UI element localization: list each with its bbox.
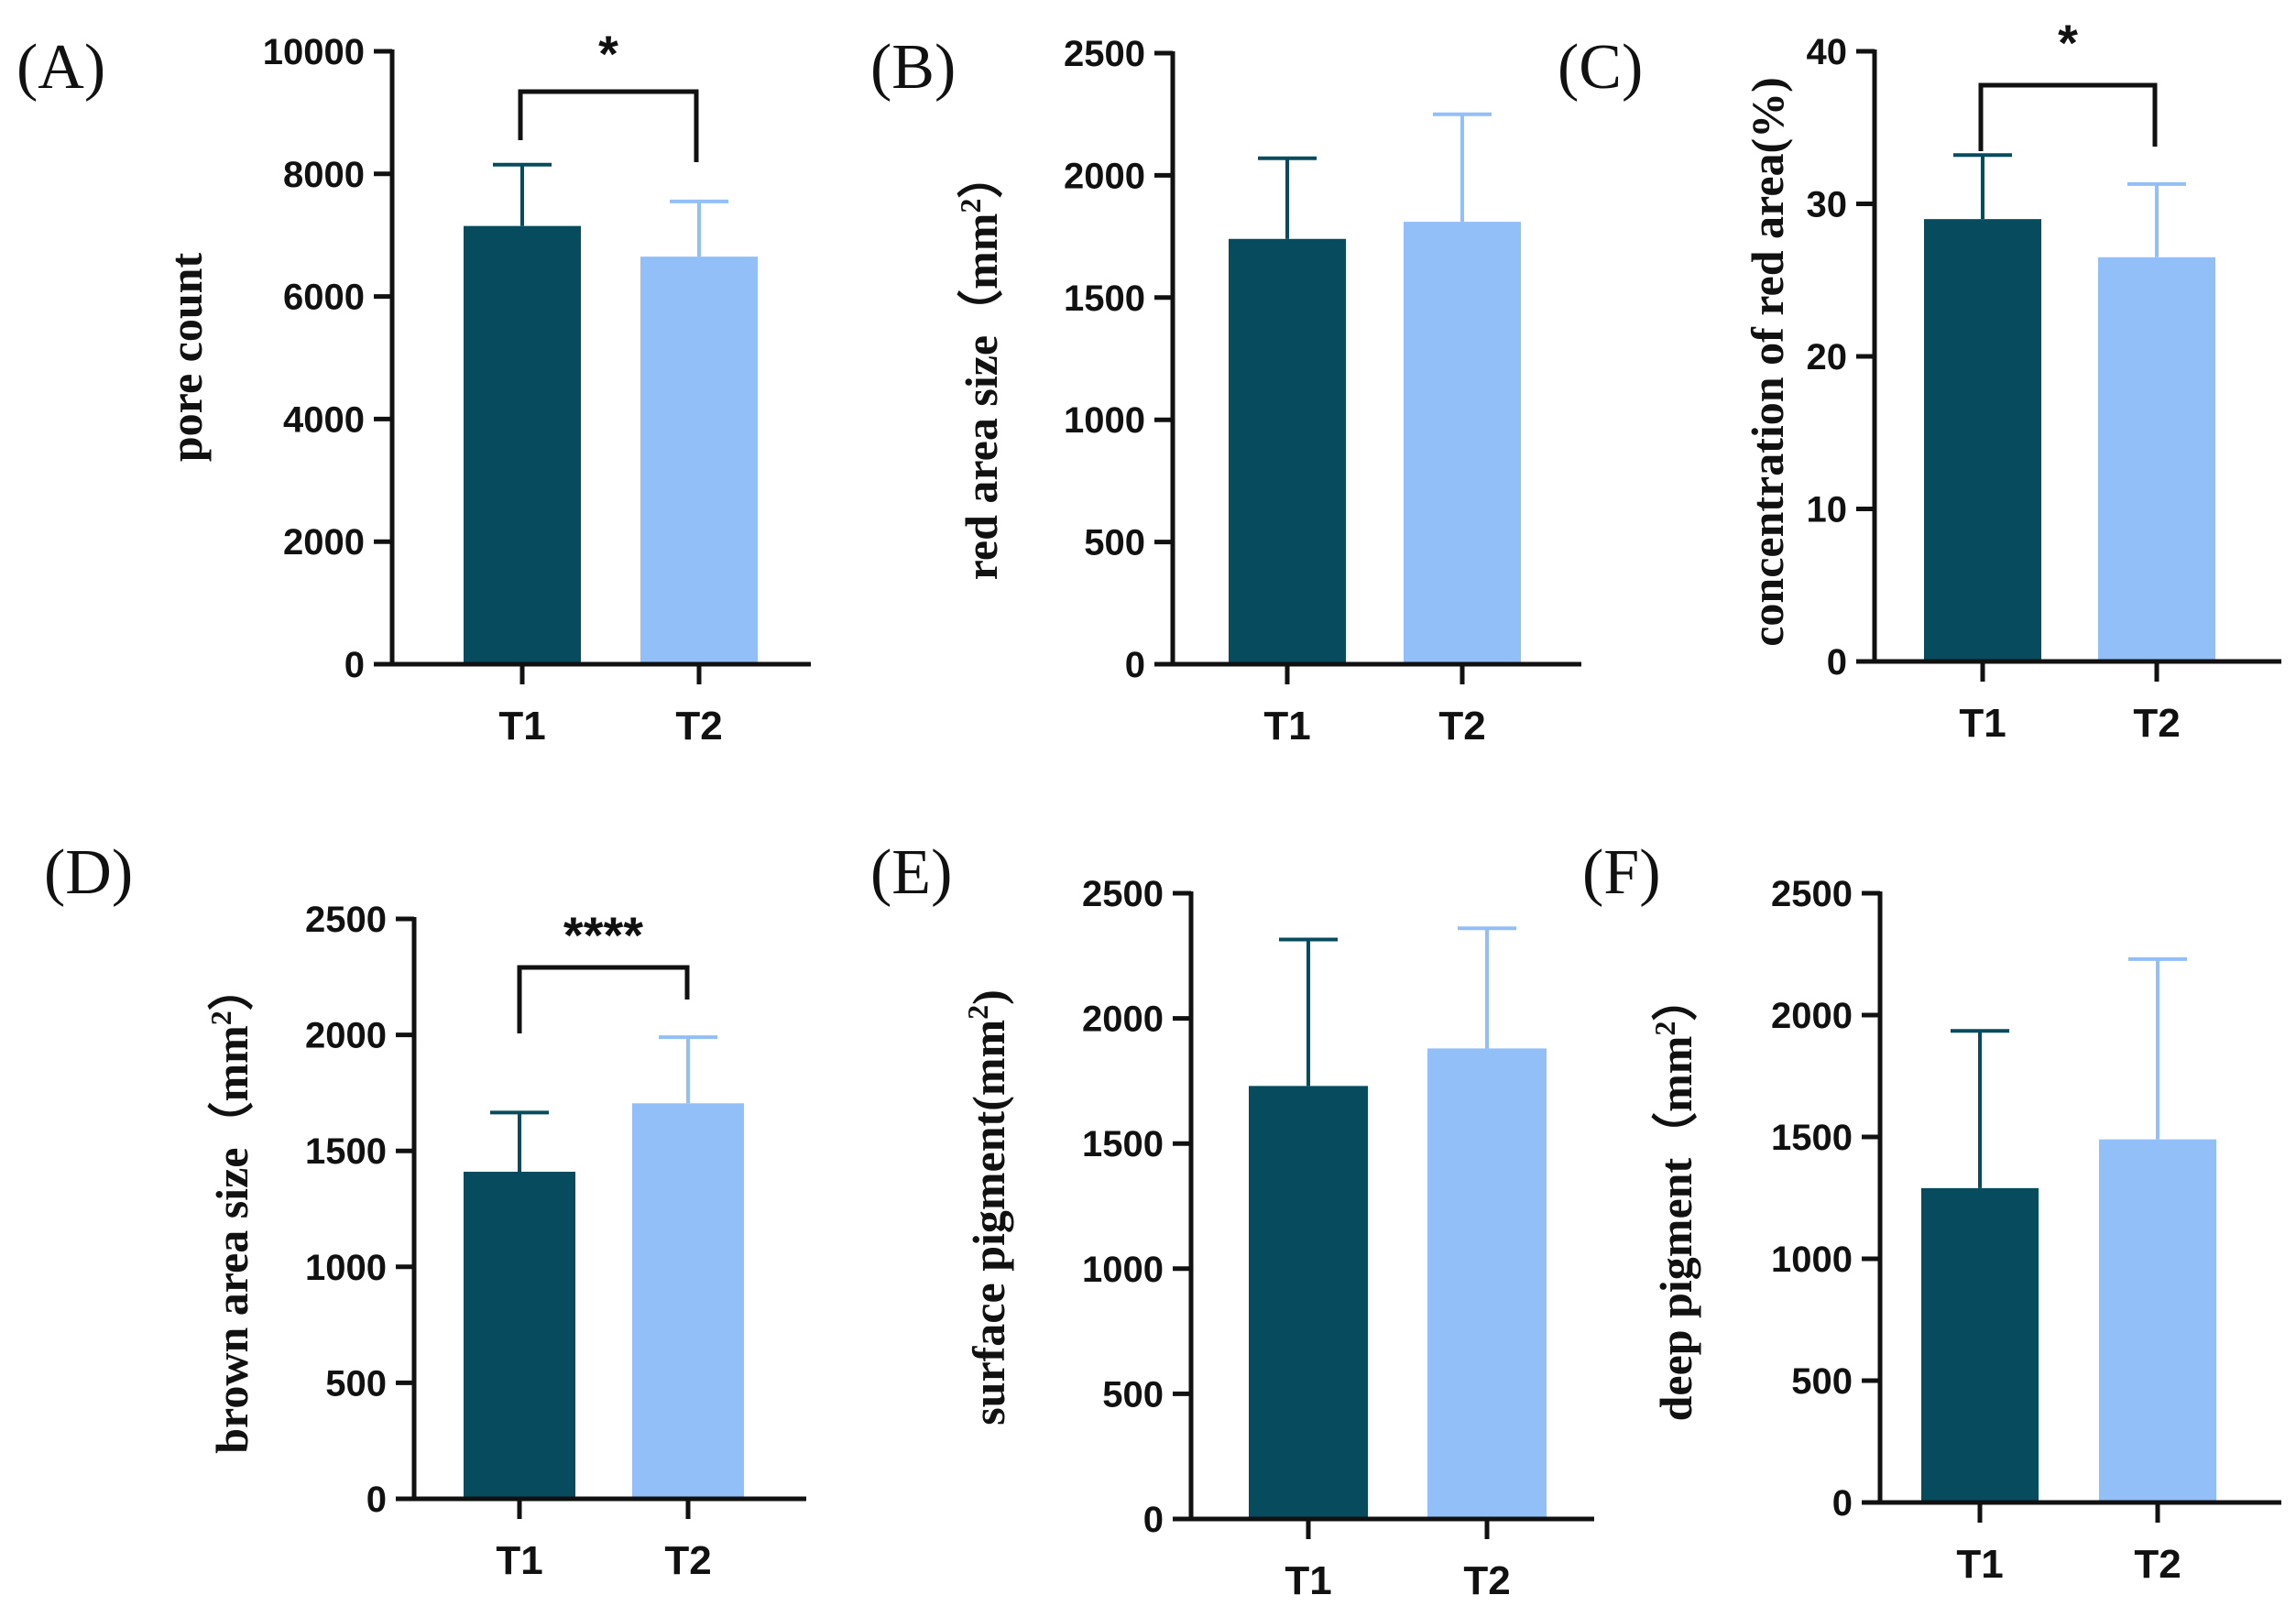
x-tick-label: T1 (1285, 1558, 1331, 1603)
bar-t1 (1924, 219, 2041, 661)
x-tick-label: T1 (1263, 704, 1310, 748)
bar-t1 (464, 225, 581, 665)
bar-t1 (464, 1171, 575, 1499)
y-tick-label: 0 (1143, 1500, 1164, 1540)
y-tick-label: 2500 (1082, 874, 1164, 914)
y-tick-label: 2500 (305, 900, 387, 940)
y-tick-label: 2000 (1771, 996, 1853, 1036)
significance-bracket (517, 965, 690, 1033)
y-tick-label: 1000 (1771, 1240, 1853, 1280)
y-tick-label: 1000 (1064, 400, 1145, 441)
y-axis-label: brown area size（mm2） (204, 965, 257, 1454)
y-tick-label: 2000 (1064, 156, 1145, 196)
panel-letter: (E) (870, 837, 952, 908)
x-tick-label: T2 (2134, 1542, 2181, 1587)
y-tick-label: 0 (366, 1480, 387, 1520)
panel-letter: (B) (870, 32, 956, 103)
y-tick-label: 500 (1084, 523, 1145, 563)
x-tick-label: T2 (1463, 1558, 1510, 1603)
y-tick-label: 0 (1125, 645, 1145, 685)
bar-t1 (1921, 1187, 2039, 1502)
panel-f: (F) deep pigment（mm2） T1 T2 0 500 1000 1500 2000… (1582, 837, 2281, 1587)
bar-t1 (1229, 238, 1346, 664)
y-tick-label: 2500 (1064, 34, 1145, 74)
y-tick-label: 4000 (283, 399, 365, 440)
x-tick-label: T2 (2133, 701, 2180, 746)
y-tick-label: 6000 (283, 278, 365, 318)
y-tick-label: 0 (1827, 642, 1847, 683)
bar-t2 (1404, 222, 1521, 665)
significance-label: * (598, 25, 618, 82)
bar-t2 (2098, 257, 2215, 661)
panel-a: (A) pore count T1 T2 0 2000 4000 6000 8000 10000 * (16, 25, 811, 748)
x-tick-label: T2 (1438, 704, 1485, 748)
x-tick-label: T2 (675, 704, 722, 748)
y-tick-label: 10 (1807, 490, 1848, 530)
y-axis-label: concentration of red area(%) (1742, 77, 1793, 647)
significance-label: **** (563, 906, 643, 964)
panel-b: (B) red area size（mm2） T1 T2 0 500 1000 1500 200… (870, 32, 1581, 748)
significance-bracket (518, 89, 699, 162)
x-tick-label: T1 (1956, 1542, 2003, 1587)
x-tick-label: T2 (664, 1538, 711, 1583)
panel-letter: (F) (1582, 837, 1661, 908)
y-axis-label: deep pigment（mm2） (1648, 976, 1701, 1422)
panel-d: (D) brown area size（mm2） T1 T2 0 500 1000 1500 2… (44, 837, 806, 1583)
panel-letter: (C) (1558, 32, 1643, 103)
y-tick-label: 500 (325, 1363, 387, 1404)
significance-bracket (1978, 82, 2158, 151)
y-axis-label: red area size（mm2） (954, 153, 1007, 581)
panel-letter: (D) (44, 837, 133, 908)
bar-t2 (1427, 1048, 1547, 1519)
y-tick-label: 1500 (1771, 1118, 1853, 1158)
y-tick-label: 30 (1807, 185, 1848, 225)
y-tick-label: 1500 (1082, 1124, 1164, 1164)
y-tick-label: 40 (1807, 32, 1848, 72)
y-tick-label: 2000 (305, 1016, 387, 1056)
y-tick-label: 1000 (1082, 1250, 1164, 1290)
x-tick-label: T1 (498, 704, 545, 748)
y-tick-label: 2000 (283, 522, 365, 563)
bar-t1 (1249, 1086, 1368, 1519)
panel-c: (C) concentration of red area(%) T1 T2 0 10 20… (1558, 14, 2281, 746)
y-tick-label: 1500 (305, 1131, 387, 1172)
y-tick-label: 8000 (283, 155, 365, 195)
y-tick-label: 500 (1791, 1361, 1853, 1402)
y-tick-label: 1000 (305, 1248, 387, 1288)
y-tick-label: 20 (1807, 337, 1848, 377)
y-tick-label: 500 (1102, 1374, 1164, 1415)
y-axis-label: surface pigment(mm2) (961, 989, 1014, 1426)
panel-letter: (A) (16, 32, 105, 103)
y-axis-label: pore count (160, 253, 212, 463)
y-tick-label: 0 (344, 645, 365, 685)
bar-t2 (2099, 1139, 2216, 1502)
x-tick-label: T1 (496, 1538, 542, 1583)
y-tick-label: 2500 (1771, 874, 1853, 914)
y-tick-label: 2000 (1082, 1000, 1164, 1040)
bar-t2 (632, 1103, 744, 1499)
significance-label: * (2058, 14, 2078, 71)
x-tick-label: T1 (1959, 701, 2006, 746)
bar-t2 (640, 257, 758, 664)
panel-e: (E) surface pigment(mm2) T1 T2 0 500 1000 1500 2… (870, 837, 1594, 1603)
y-tick-label: 0 (1832, 1483, 1853, 1524)
y-tick-label: 1500 (1064, 279, 1145, 319)
y-tick-label: 10000 (263, 32, 365, 72)
